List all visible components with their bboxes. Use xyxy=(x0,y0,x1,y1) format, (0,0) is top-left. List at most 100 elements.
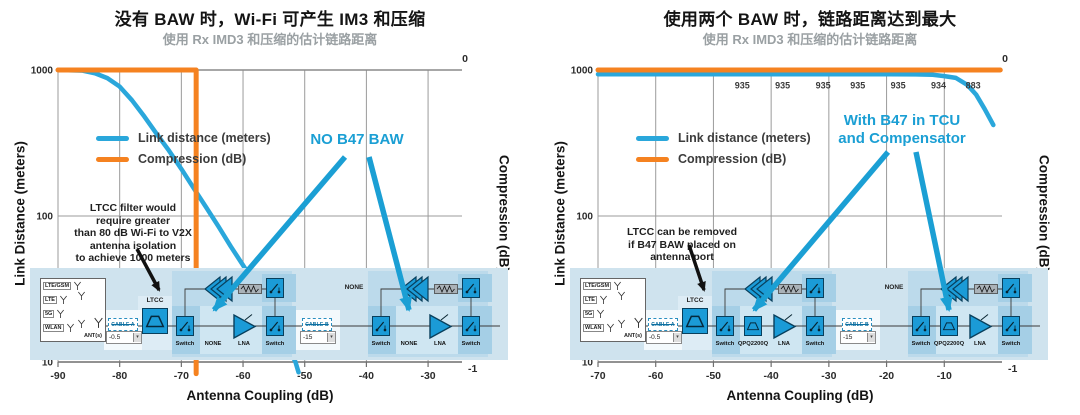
cable-b: CABLE B xyxy=(842,318,872,331)
legend-label: Link distance (meters) xyxy=(138,131,271,145)
annotation-ltcc-note: LTCC filter would require greater than 8… xyxy=(74,202,192,264)
legend: Link distance (meters) Compression (dB) xyxy=(96,131,271,173)
antenna-row: WLAN xyxy=(583,323,615,333)
svg-text:-1: -1 xyxy=(468,363,477,375)
attenuator-icon xyxy=(974,284,998,294)
antenna-icon xyxy=(74,281,82,291)
legend-label: Compression (dB) xyxy=(678,152,787,166)
switch-icon xyxy=(719,321,731,332)
legend-label: Compression (dB) xyxy=(138,152,247,166)
pa-amplifier-icon xyxy=(204,275,233,303)
cable-a-loss-select[interactable]: -0.5 ▾ xyxy=(106,331,142,344)
antenna-icon xyxy=(57,309,65,319)
switch-icon xyxy=(465,321,477,332)
lna-amplifier-icon xyxy=(233,313,257,340)
rx-switch-component xyxy=(372,316,390,336)
cable-a: CABLE A xyxy=(108,318,138,331)
chart-title: 使用两个 BAW 时，链路距离达到最大 xyxy=(663,10,957,29)
switch-icon xyxy=(809,321,821,332)
svg-text:-60: -60 xyxy=(235,370,250,382)
legend-item-link-distance: Link distance (meters) xyxy=(96,131,271,145)
svg-text:0: 0 xyxy=(462,53,468,65)
antenna-row: 5G xyxy=(583,309,605,319)
antenna-icon xyxy=(614,281,622,291)
cable-a-loss-value: -0.5 xyxy=(649,334,661,341)
antenna-band-label: 5G xyxy=(583,310,595,318)
antenna-band-label: LTE/GSM xyxy=(583,282,612,290)
bandpass-filter-icon xyxy=(942,322,956,331)
svg-text:883: 883 xyxy=(966,80,981,90)
svg-text:-40: -40 xyxy=(764,370,779,382)
chain-component-label: Switch xyxy=(371,341,391,347)
y-axis-label-left: Link Distance (meters) xyxy=(552,141,568,286)
cable-a-loss-value: -0.5 xyxy=(109,334,121,341)
y-axis-label-left: Link Distance (meters) xyxy=(12,141,28,286)
switch-icon xyxy=(269,283,281,294)
antenna-icon xyxy=(78,291,85,301)
switch-icon xyxy=(465,283,477,294)
tx-switch-component xyxy=(266,278,284,298)
attenuator-icon xyxy=(238,284,262,294)
chain-component-label: LNA xyxy=(778,341,790,347)
svg-text:-30: -30 xyxy=(420,370,435,382)
attenuator-icon xyxy=(778,284,802,294)
switch-icon xyxy=(809,283,821,294)
antenna-icon xyxy=(600,295,607,305)
dropdown-arrow-icon: ▾ xyxy=(327,333,335,342)
svg-text:0: 0 xyxy=(1002,53,1008,65)
legend-swatch-link-distance xyxy=(96,135,129,141)
legend-swatch-compression xyxy=(96,156,129,162)
switch-icon xyxy=(1005,321,1017,332)
antenna-icon xyxy=(78,319,85,329)
svg-text:-10: -10 xyxy=(937,370,952,382)
mid-slot-label: NONE xyxy=(884,284,904,291)
antenna-row: LTE xyxy=(583,295,608,305)
tx-switch-component xyxy=(1002,278,1020,298)
antenna-icon xyxy=(66,323,74,333)
tx-switch-component xyxy=(462,278,480,298)
ant-count-label: ANT(s) xyxy=(623,333,642,339)
cable-b-loss-select[interactable]: -15 ▾ xyxy=(840,331,876,344)
chart-title: 没有 BAW 时，Wi-Fi 可产生 IM3 和压缩 xyxy=(114,10,426,29)
chain-component-label: Switch xyxy=(715,341,735,347)
cable-b-loss-select[interactable]: -15 ▾ xyxy=(300,331,336,344)
chain-component-label: LNA xyxy=(974,341,986,347)
svg-text:1000: 1000 xyxy=(31,66,54,77)
chain-component-label: QPQ2200Q xyxy=(933,341,965,347)
antenna-row: 5G xyxy=(43,309,65,319)
svg-text:-70: -70 xyxy=(174,370,189,382)
chart-panel-two-baw: 使用两个 BAW 时，链路距离达到最大 使用 Rx IMD3 和压缩的估计链路距… xyxy=(540,0,1080,415)
antenna-band-label: LTE xyxy=(583,296,597,304)
svg-text:-40: -40 xyxy=(359,370,374,382)
svg-text:-50: -50 xyxy=(706,370,721,382)
mid-slot-label: NONE xyxy=(344,284,364,291)
legend-swatch-link-distance xyxy=(636,135,669,141)
chain-component-label: NONE xyxy=(400,341,418,347)
rx-switch-component xyxy=(716,316,734,336)
chain-component-label: LNA xyxy=(434,341,446,347)
legend: Link distance (meters) Compression (dB) xyxy=(636,131,811,173)
x-axis-label: Antenna Coupling (dB) xyxy=(726,388,874,403)
cable-b-loss-value: -15 xyxy=(303,334,313,341)
antenna-box: LTE/GSM LTE 5G WLAN ANT(s) xyxy=(580,278,646,342)
switch-icon xyxy=(375,321,387,332)
antenna-icon xyxy=(606,323,614,333)
svg-text:934: 934 xyxy=(931,80,946,90)
svg-text:-20: -20 xyxy=(879,370,894,382)
cable-a-loss-select[interactable]: -0.5 ▾ xyxy=(646,331,682,344)
rx-switch-component xyxy=(266,316,284,336)
input-filter-component xyxy=(682,308,708,334)
antenna-box: LTE/GSM LTE 5G WLAN ANT(s) xyxy=(40,278,106,342)
svg-text:935: 935 xyxy=(850,80,865,90)
bandpass-filter-icon xyxy=(685,315,705,328)
antenna-row: WLAN xyxy=(43,323,75,333)
antenna-icon xyxy=(634,317,643,328)
rx-switch-component xyxy=(806,316,824,336)
svg-text:-90: -90 xyxy=(50,370,65,382)
bandpass-filter-icon xyxy=(746,322,760,331)
antenna-row: LTE/GSM xyxy=(583,281,622,291)
rf-chain-diagram: LTE/GSM LTE 5G WLAN ANT(s) CABLE A -0.5 ▾ CABLE … xyxy=(570,268,1048,360)
rf-chain-diagram: LTE/GSM LTE 5G WLAN ANT(s) CABLE A -0.5 ▾ CABLE … xyxy=(30,268,508,360)
legend-label: Link distance (meters) xyxy=(678,131,811,145)
